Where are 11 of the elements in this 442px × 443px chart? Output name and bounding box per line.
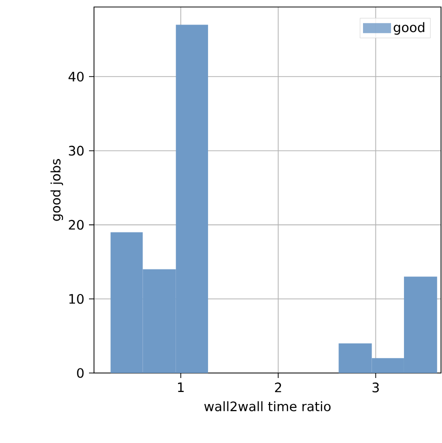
y-tick-label: 20 — [68, 220, 84, 230]
y-axis-title: good jobs — [50, 159, 64, 221]
x-axis-title: wall2wall time ratio — [204, 401, 331, 412]
y-tick-label: 10 — [69, 294, 84, 304]
y-tick-label: 30 — [68, 146, 84, 156]
x-tick-label: 2 — [275, 382, 282, 392]
x-tick-label: 3 — [372, 382, 379, 392]
y-tick-label: 40 — [68, 72, 84, 82]
legend-label: good — [394, 22, 424, 35]
y-tick-label: 0 — [77, 368, 84, 378]
x-tick-label: 1 — [178, 382, 184, 392]
